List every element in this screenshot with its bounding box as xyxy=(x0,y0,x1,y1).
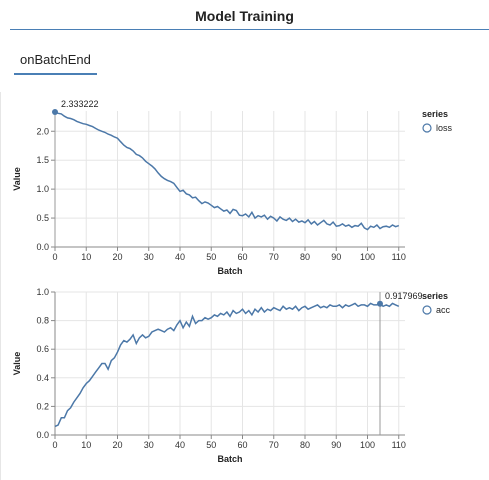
y-tick-label: 2.0 xyxy=(36,126,49,136)
y-axis-title: Value xyxy=(12,167,22,191)
legend-symbol[interactable] xyxy=(423,306,431,314)
x-axis-title: Batch xyxy=(217,266,242,276)
x-tick-label: 80 xyxy=(300,440,310,450)
series-line-loss xyxy=(55,112,399,229)
hover-point[interactable] xyxy=(377,301,383,307)
y-axis-title: Value xyxy=(12,352,22,376)
x-tick-label: 60 xyxy=(237,252,247,262)
x-tick-label: 10 xyxy=(81,440,91,450)
x-tick-label: 80 xyxy=(300,252,310,262)
x-tick-label: 30 xyxy=(144,252,154,262)
x-tick-label: 100 xyxy=(360,252,375,262)
x-tick-label: 50 xyxy=(206,252,216,262)
y-tick-label: 1.5 xyxy=(36,155,49,165)
x-tick-label: 30 xyxy=(144,440,154,450)
x-tick-label: 10 xyxy=(81,252,91,262)
x-tick-label: 20 xyxy=(112,252,122,262)
x-tick-label: 70 xyxy=(269,252,279,262)
x-tick-label: 20 xyxy=(112,440,122,450)
x-tick-label: 90 xyxy=(331,252,341,262)
loss-chart: 0.0 0.5 1.0 1.5 2.0 0 10 20 30 40 50 60 70 80 90 100 110… xyxy=(12,99,453,276)
x-tick-label: 110 xyxy=(392,440,406,450)
x-tick-label: 60 xyxy=(237,440,247,450)
x-tick-label: 40 xyxy=(175,440,185,450)
legend-title: series xyxy=(422,109,448,119)
y-tick-label: 0.6 xyxy=(36,344,49,354)
hover-value-label: 2.333222 xyxy=(61,99,99,109)
y-tick-label: 0.0 xyxy=(36,242,49,252)
hover-value-label: 0.917969 xyxy=(385,291,423,301)
legend-label[interactable]: loss xyxy=(436,123,453,133)
y-tick-label: 0.4 xyxy=(36,373,49,383)
x-tick-label: 40 xyxy=(175,252,185,262)
y-tick-label: 0.8 xyxy=(36,316,49,326)
y-tick-label: 0.5 xyxy=(36,213,49,223)
x-tick-label: 100 xyxy=(360,440,375,450)
x-tick-label: 90 xyxy=(331,440,341,450)
y-tick-label: 1.0 xyxy=(36,287,49,297)
series-line-acc xyxy=(55,303,399,426)
y-tick-label: 0.2 xyxy=(36,401,49,411)
x-axis-title: Batch xyxy=(217,454,242,464)
x-tick-label: 0 xyxy=(52,252,57,262)
y-tick-label: 1.0 xyxy=(36,184,49,194)
hover-point[interactable] xyxy=(52,109,58,115)
x-tick-label: 110 xyxy=(392,252,406,262)
legend-label[interactable]: acc xyxy=(436,305,451,315)
legend-symbol[interactable] xyxy=(423,124,431,132)
x-tick-label: 70 xyxy=(269,440,279,450)
x-tick-label: 50 xyxy=(206,440,216,450)
y-tick-label: 0.0 xyxy=(36,430,49,440)
acc-chart: 0.0 0.2 0.4 0.6 0.8 1.0 0 10 20 30 40 50 60 70 80 90 100… xyxy=(12,287,451,464)
legend-title: series xyxy=(422,291,448,301)
x-tick-label: 0 xyxy=(52,440,57,450)
